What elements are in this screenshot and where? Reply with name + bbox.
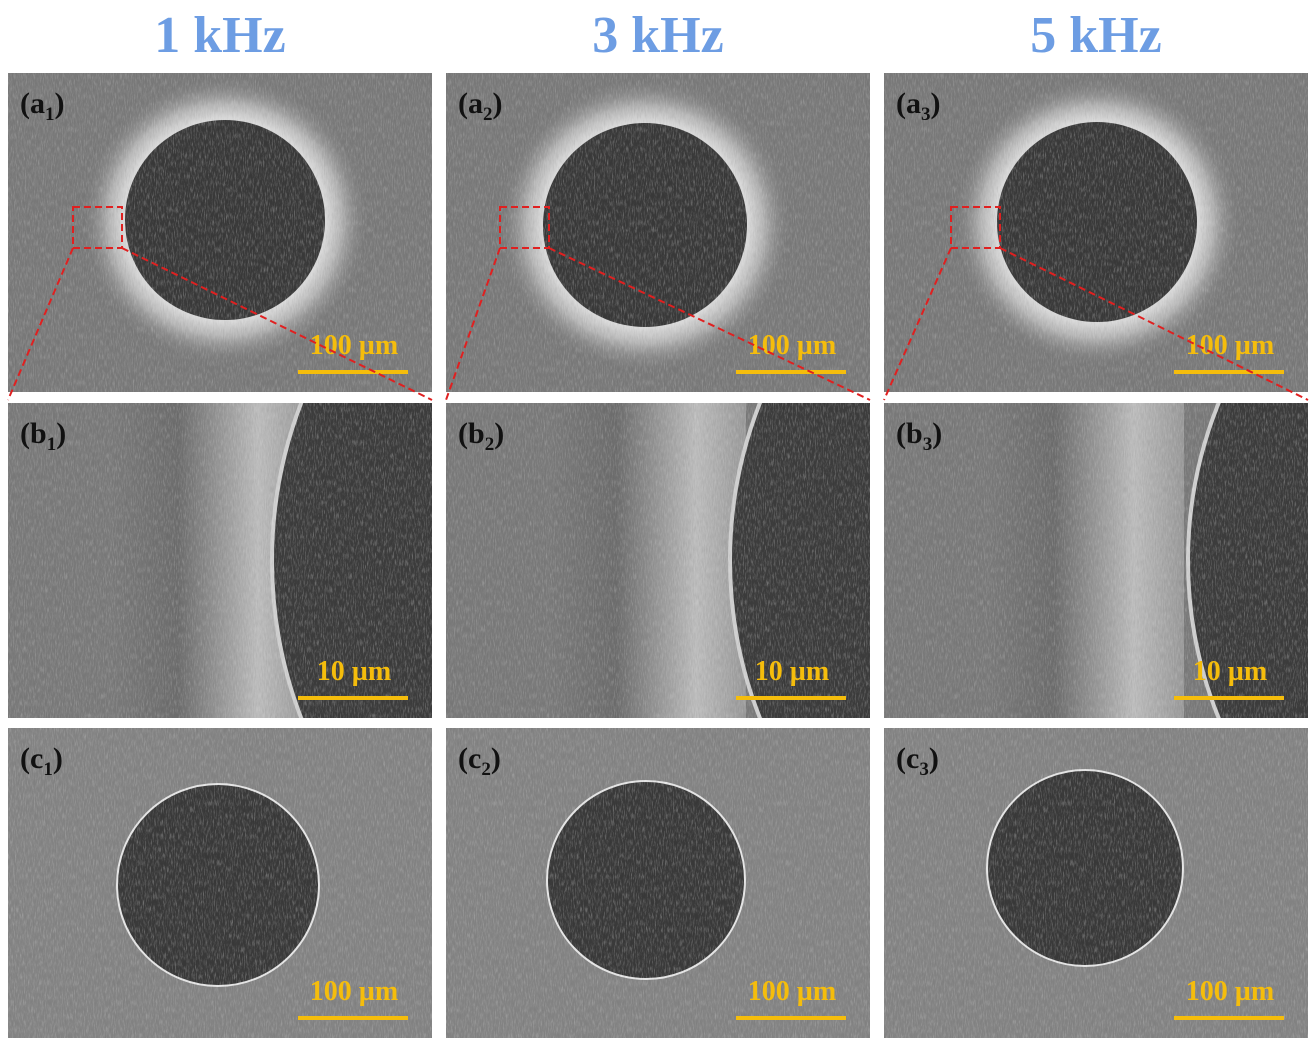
- hole: [547, 781, 745, 979]
- label-sub: 1: [45, 104, 55, 125]
- label-open: (c: [896, 742, 919, 775]
- label-open: (c: [458, 742, 481, 775]
- label-sub: 1: [43, 759, 53, 780]
- panel-label: (c1): [20, 742, 63, 780]
- label-sub: 3: [923, 434, 933, 455]
- label-open: (b: [20, 417, 47, 450]
- label-close: ): [932, 417, 942, 450]
- sem-image: (c1) 100 µm: [8, 728, 432, 1038]
- label-close: ): [56, 417, 66, 450]
- column-header: 5 kHz: [1030, 7, 1161, 64]
- label-sub: 1: [47, 434, 57, 455]
- label-open: (b: [458, 417, 485, 450]
- scale-bar-label: 100 µm: [310, 976, 398, 1007]
- label-sub: 3: [919, 759, 929, 780]
- label-sub: 2: [485, 434, 495, 455]
- column-header: 3 kHz: [592, 7, 723, 64]
- hole: [987, 770, 1183, 966]
- hole: [997, 122, 1197, 322]
- label-close: ): [491, 742, 501, 775]
- scale-bar-label: 10 µm: [755, 656, 829, 687]
- panel-label: (b2): [458, 417, 504, 455]
- panel-label: (a2): [458, 87, 503, 125]
- panel-label: (b1): [20, 417, 66, 455]
- label-close: ): [55, 87, 65, 120]
- scale-bar-label: 100 µm: [748, 976, 836, 1007]
- label-open: (a: [20, 87, 45, 120]
- hole: [117, 784, 319, 986]
- rim-band: [984, 403, 1184, 718]
- label-sub: 3: [921, 104, 931, 125]
- figure: 1 kHz3 kHz5 kHz(a1)100 µm(a2)100 µm(a3)1…: [0, 0, 1310, 1042]
- panel-label: (a3): [896, 87, 941, 125]
- panel-label: (b3): [896, 417, 942, 455]
- rim-band: [546, 403, 746, 718]
- label-close: ): [493, 87, 503, 120]
- label-open: (b: [896, 417, 923, 450]
- sem-image: (a2) 100 µm: [446, 73, 870, 392]
- hole: [543, 123, 747, 327]
- sem-image: (a1)100 µm: [8, 73, 432, 392]
- panel-label: (c3): [896, 742, 939, 780]
- label-close: ): [494, 417, 504, 450]
- scale-bar-label: 100 µm: [748, 330, 836, 361]
- label-open: (a: [896, 87, 921, 120]
- label-sub: 2: [481, 759, 491, 780]
- label-open: (c: [20, 742, 43, 775]
- hole: [125, 120, 325, 320]
- sem-image: (a3)100 µm: [884, 73, 1308, 392]
- sem-image: (c2) 100 µm: [446, 728, 870, 1038]
- label-close: ): [931, 87, 941, 120]
- label-open: (a: [458, 87, 483, 120]
- scale-bar-label: 10 µm: [1193, 656, 1267, 687]
- sem-image: (c3) 100 µm: [884, 728, 1308, 1038]
- column-header: 1 kHz: [154, 7, 285, 64]
- panel-label: (a1): [20, 87, 65, 125]
- scale-bar-label: 100 µm: [1186, 976, 1274, 1007]
- label-sub: 2: [483, 104, 493, 125]
- scale-bar-label: 10 µm: [317, 656, 391, 687]
- panel-label: (c2): [458, 742, 501, 780]
- label-close: ): [929, 742, 939, 775]
- label-close: ): [53, 742, 63, 775]
